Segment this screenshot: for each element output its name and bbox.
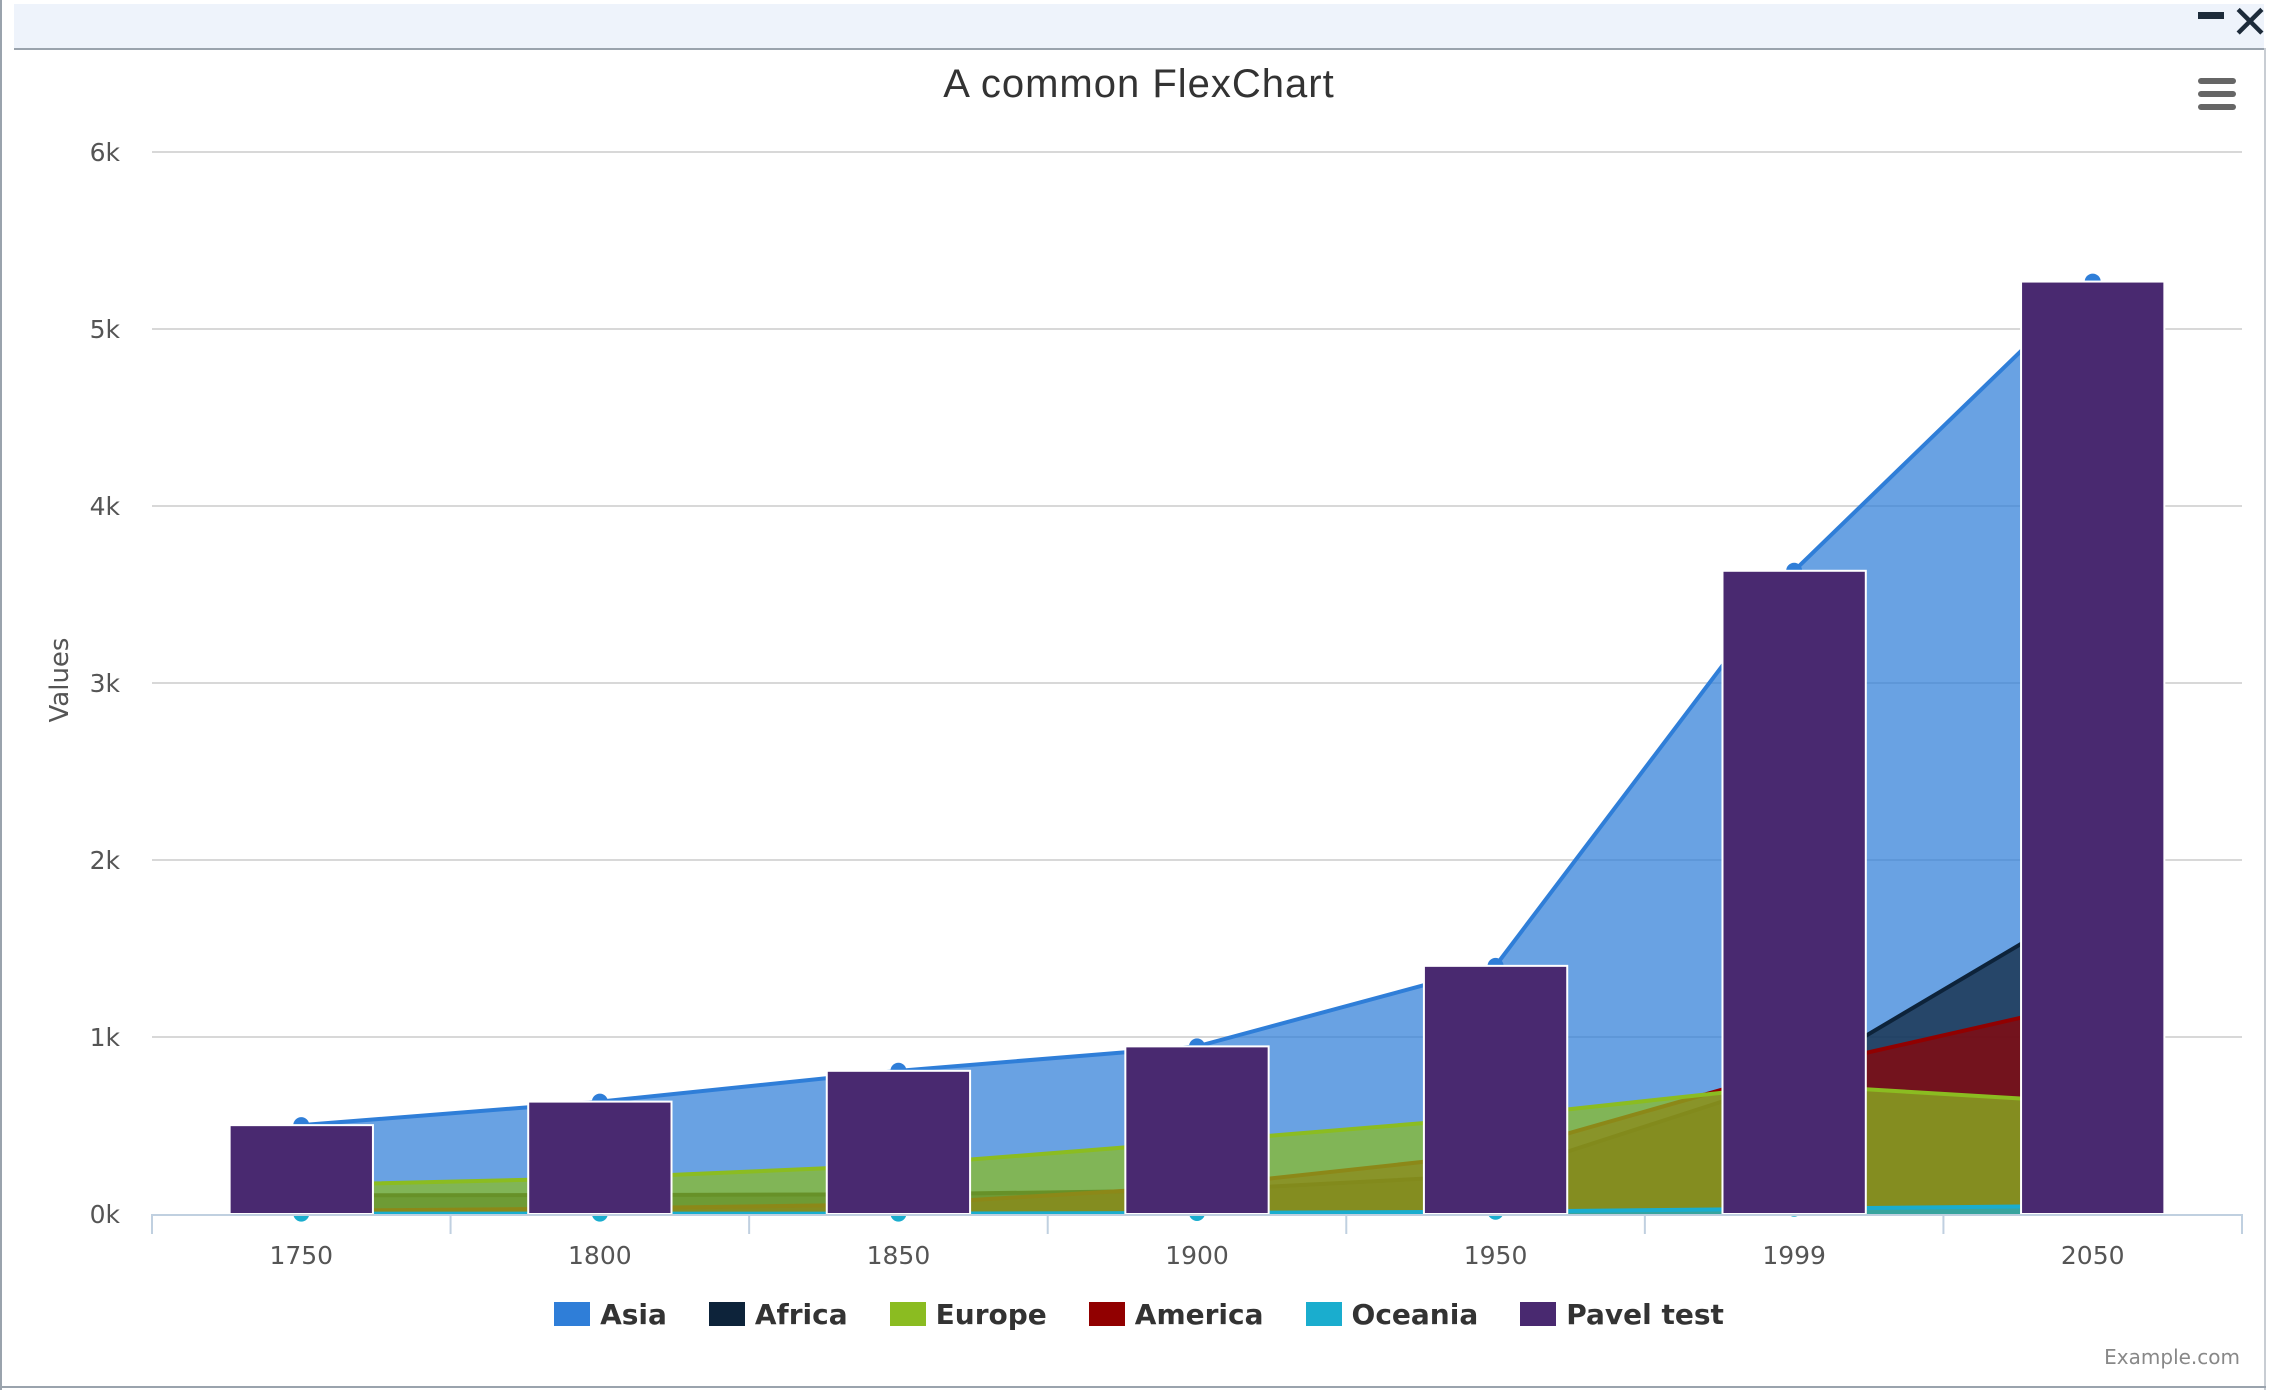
legend-item-oceania[interactable]: Oceania [1305, 1297, 1479, 1331]
bar-pavel-test[interactable] [1721, 569, 1867, 1215]
legend-swatch [889, 1302, 926, 1326]
y-tick-label: 0k [90, 1200, 121, 1229]
window-titlebar[interactable] [14, 4, 2264, 50]
minimize-button[interactable] [2196, 6, 2226, 26]
legend-item-america[interactable]: America [1088, 1297, 1264, 1331]
area-asia [301, 281, 2093, 1215]
legend-swatch [1088, 1302, 1125, 1326]
legend-item-pavel-test[interactable]: Pavel test [1520, 1298, 1724, 1331]
y-tick-label: 3k [90, 669, 121, 698]
bar-pavel-test[interactable] [1422, 964, 1569, 1216]
legend-label: Europe [935, 1297, 1047, 1331]
x-tick-label: 1999 [1762, 1241, 1826, 1270]
y-tick-label: 6k [90, 138, 121, 167]
legend-swatch [1520, 1302, 1557, 1326]
window-right-border [2264, 48, 2266, 1390]
bar-pavel-test[interactable] [1124, 1045, 1270, 1215]
legend-label: Africa [754, 1297, 848, 1331]
hamburger-menu-icon[interactable] [2198, 78, 2236, 112]
x-axis [151, 1214, 2243, 1234]
credits-link[interactable]: Example.com [2104, 1345, 2240, 1369]
column-series [228, 280, 2166, 1216]
legend-label: Pavel test [1566, 1297, 1724, 1331]
legend-item-asia[interactable]: Asia [554, 1298, 667, 1331]
x-axis-labels: 1750 1800 1850 1900 1950 1999 2050 [269, 1241, 2124, 1270]
bar-pavel-test[interactable] [2020, 280, 2166, 1215]
x-tick-label: 1800 [568, 1241, 632, 1270]
x-tick-label: 1950 [1464, 1241, 1528, 1270]
window-left-border [0, 0, 2, 1390]
legend-label: Asia [600, 1297, 667, 1331]
x-tick-label: 1750 [269, 1241, 333, 1270]
y-tick-label: 2k [90, 846, 121, 875]
x-tick-label: 1900 [1165, 1241, 1229, 1270]
chart-legend: Asia Africa Europe America Oceania Pavel test [0, 1294, 2278, 1334]
legend-item-africa[interactable]: Africa [708, 1297, 848, 1331]
y-tick-label: 5k [90, 315, 121, 344]
bar-pavel-test[interactable] [527, 1100, 673, 1215]
legend-swatch [708, 1302, 745, 1326]
y-axis-title: Values [45, 638, 75, 723]
legend-swatch [554, 1302, 591, 1326]
y-axis: 0k 1k 2k 3k 4k 5k 6k [90, 138, 121, 1229]
window-bottom-border [0, 1386, 2266, 1388]
legend-item-europe[interactable]: Europe [889, 1297, 1047, 1331]
y-tick-label: 1k [90, 1023, 121, 1052]
bar-pavel-test[interactable] [228, 1124, 374, 1215]
close-button[interactable]: ✕ [2230, 0, 2270, 49]
legend-swatch [1305, 1302, 1342, 1326]
legend-label: America [1134, 1297, 1264, 1331]
x-tick-label: 1850 [867, 1241, 931, 1270]
chart-title: A common FlexChart [943, 62, 1335, 106]
legend-label: Oceania [1351, 1297, 1479, 1331]
x-tick-label: 2050 [2061, 1241, 2125, 1270]
y-tick-label: 4k [90, 492, 121, 521]
bar-pavel-test[interactable] [825, 1069, 972, 1215]
